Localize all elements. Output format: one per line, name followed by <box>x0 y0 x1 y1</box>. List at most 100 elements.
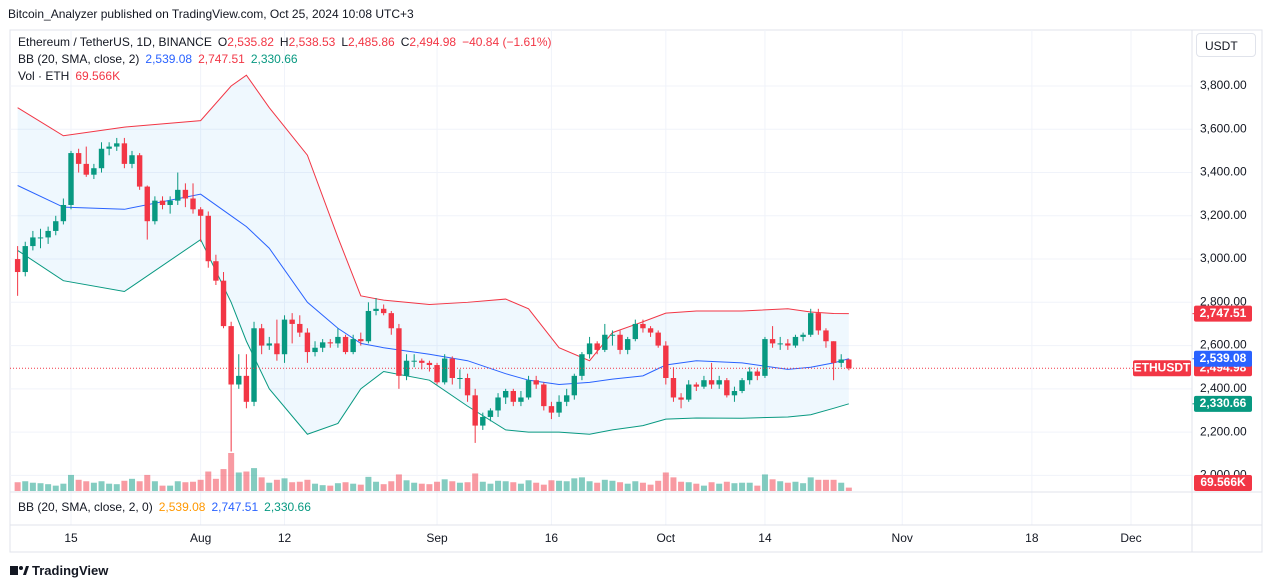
candle-body <box>45 230 51 238</box>
candle-body <box>98 148 105 169</box>
volume-bar <box>60 483 67 491</box>
x-tick-label: Oct <box>656 531 675 545</box>
candle-body <box>129 155 135 164</box>
candle-body <box>365 310 372 342</box>
candle-body <box>724 380 730 396</box>
candle-body <box>670 378 677 398</box>
volume-bar <box>327 485 334 491</box>
ohlc-field: H2,538.53 <box>280 35 335 49</box>
volume-bar <box>685 482 692 491</box>
volume-bar <box>723 481 730 491</box>
candle-body <box>739 380 745 391</box>
candle-body <box>75 153 82 164</box>
volume-bar <box>479 481 486 491</box>
volume-bar <box>708 482 715 491</box>
candle-body <box>701 380 707 387</box>
volume-bar <box>98 481 105 491</box>
candle-body <box>563 395 570 402</box>
candle-body <box>60 204 67 222</box>
candle-body <box>167 200 173 205</box>
volume-bar <box>487 483 494 491</box>
candle-body <box>594 343 600 350</box>
volume-bar <box>716 483 723 491</box>
candle-body <box>388 313 394 329</box>
bb-lower-tag-bg <box>1194 395 1252 412</box>
candle-body <box>358 339 364 342</box>
candle-body <box>83 163 89 175</box>
ohlc-field: L2,485.86 <box>341 35 394 49</box>
candle-body <box>182 189 189 199</box>
volume-bar <box>167 485 174 491</box>
volume-bar <box>449 481 456 491</box>
volume-bar <box>617 482 624 491</box>
candle-body <box>556 401 562 413</box>
candle-body <box>236 375 242 385</box>
candle-body <box>22 246 28 273</box>
bb-pane-value: 2,747.51 <box>211 500 259 514</box>
candle-body <box>472 395 478 426</box>
bb-upper-tag-bg <box>1194 305 1252 322</box>
bb-fill <box>17 75 849 435</box>
ohlc-key: C <box>400 35 410 49</box>
candle-body <box>159 200 166 205</box>
candle-body <box>327 342 333 344</box>
volume-bar <box>586 481 593 491</box>
axes: 2,000.002,200.002,400.002,600.002,800.00… <box>64 78 1252 545</box>
candle-body <box>747 371 753 381</box>
volume-bar <box>784 482 791 491</box>
candle-body <box>510 390 517 402</box>
candle-body <box>304 332 311 353</box>
volume-bar <box>197 479 204 491</box>
ohlc-key: H <box>279 35 289 49</box>
y-tick-label: 3,600.00 <box>1200 121 1247 135</box>
tradingview-logo <box>10 566 29 575</box>
volume-bar <box>731 483 738 491</box>
ohlc-key: O <box>217 35 228 49</box>
candle-body <box>533 380 539 385</box>
volume-bar <box>594 482 601 491</box>
volume-bar <box>678 481 685 491</box>
candle-body <box>502 390 509 398</box>
plot <box>10 74 1192 491</box>
candle-body <box>838 359 844 363</box>
candle-body <box>274 343 280 355</box>
volume-bar <box>822 479 829 491</box>
candle-body <box>640 323 646 329</box>
y-tick-label: 3,200.00 <box>1200 208 1247 222</box>
candle-body <box>487 410 494 417</box>
volume-bar <box>75 479 82 491</box>
volume-bar <box>441 479 448 491</box>
candle-body <box>518 397 524 402</box>
bb-upper-line <box>17 74 849 362</box>
last-symbol-tag-bg <box>1133 360 1191 377</box>
volume-bar <box>365 476 372 491</box>
volume-bar <box>22 481 29 491</box>
candle-body <box>251 328 257 402</box>
volume-bar <box>517 483 524 491</box>
volume-bar <box>411 482 418 491</box>
ohlc-field: C2,494.98 <box>401 35 456 49</box>
volume-bar <box>777 481 784 491</box>
logo-part <box>10 566 18 575</box>
volume-bar <box>792 481 799 491</box>
candle-body <box>30 237 36 247</box>
y-tick-label: 2,200.00 <box>1200 424 1247 438</box>
volume-bar <box>418 483 425 491</box>
candle-body <box>220 280 227 327</box>
volume-bar <box>266 482 273 491</box>
bb-upper-tag: 2,747.51 <box>1200 306 1247 320</box>
currency-button[interactable]: USDT <box>1196 33 1256 57</box>
volume-bar <box>182 482 189 491</box>
candle-body <box>769 339 776 344</box>
volume-bar <box>464 482 471 491</box>
bb-value: 2,747.51 <box>198 52 245 66</box>
candle-body <box>525 380 532 398</box>
volume-bar <box>609 480 616 491</box>
volume-bar <box>251 468 258 491</box>
y-tick-label: 2,600.00 <box>1200 338 1247 352</box>
y-tick-label: 3,000.00 <box>1200 251 1247 265</box>
volume-bar <box>121 480 128 491</box>
candle-body <box>91 168 97 175</box>
volume-bar <box>235 472 242 491</box>
